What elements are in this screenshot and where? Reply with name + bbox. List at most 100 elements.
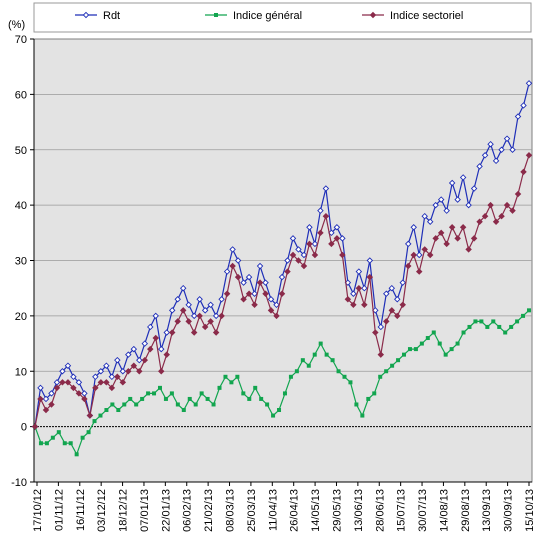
series-point	[114, 373, 121, 381]
x-tick-label: 30/09/13	[503, 489, 515, 532]
series-point	[467, 324, 472, 329]
series-point	[491, 319, 496, 324]
series-point	[212, 329, 220, 336]
series-point	[229, 380, 234, 385]
series-point	[256, 279, 264, 286]
series-point	[360, 413, 365, 418]
series-point	[481, 212, 489, 220]
series-point	[396, 358, 401, 363]
series-point	[199, 391, 204, 396]
series-point	[37, 384, 44, 392]
series-point	[503, 201, 511, 209]
series-point	[350, 301, 357, 309]
series-point	[103, 379, 110, 386]
y-tick-label: 40	[15, 200, 27, 212]
series-point	[448, 179, 456, 187]
series-point	[223, 374, 228, 379]
series-point	[333, 224, 341, 231]
series-point	[218, 296, 225, 303]
series-point	[247, 396, 252, 401]
legend	[33, 2, 532, 33]
y-axis-label: (%)	[8, 19, 25, 31]
series-point	[262, 279, 269, 286]
series-point	[443, 352, 448, 357]
series-point	[328, 240, 335, 248]
series-point	[300, 251, 308, 259]
series-point	[104, 408, 109, 413]
x-tick-label: 14/08/13	[438, 489, 450, 532]
series-point	[527, 308, 531, 313]
series-point	[407, 347, 412, 352]
series-point	[348, 380, 353, 385]
series-point	[207, 318, 214, 325]
series-point	[333, 235, 341, 242]
y-tick-label: 70	[15, 34, 27, 46]
series-point	[366, 273, 374, 281]
series-point	[277, 408, 282, 413]
series-point	[366, 396, 371, 401]
series-point	[437, 341, 442, 346]
series-point	[108, 373, 116, 381]
series-point	[175, 402, 180, 407]
series-point	[119, 368, 127, 375]
series-point	[147, 323, 154, 331]
series-point	[509, 207, 516, 214]
series-point	[289, 251, 297, 259]
series-point	[459, 174, 467, 181]
series-point	[64, 379, 72, 386]
y-tick-label: 30	[15, 256, 27, 268]
series-point	[350, 290, 357, 297]
series-point	[70, 373, 77, 381]
legend-label: Indice sectoriel	[390, 10, 463, 22]
series-point	[273, 301, 280, 309]
series-point	[461, 330, 466, 335]
series-point	[97, 368, 105, 375]
series-point	[37, 395, 44, 403]
x-tick-label: 22/01/13	[160, 489, 172, 532]
series-point	[284, 257, 291, 264]
series-point	[56, 430, 61, 435]
series-point	[330, 358, 335, 363]
series-point	[509, 146, 516, 153]
series-point	[497, 324, 502, 329]
series-point	[125, 351, 132, 358]
series-point	[454, 235, 461, 242]
series-point	[157, 385, 162, 390]
x-tick-label: 03/12/12	[96, 489, 108, 532]
series-point	[377, 323, 385, 331]
series-point	[70, 384, 77, 392]
series-point	[405, 240, 412, 248]
series-point	[415, 268, 423, 275]
series-point	[181, 408, 186, 413]
y-tick-label: 20	[15, 311, 27, 323]
series-point	[509, 324, 514, 329]
series-point	[413, 347, 418, 352]
series-point	[271, 413, 276, 418]
series-point	[437, 229, 445, 237]
series-point	[92, 419, 97, 424]
legend-item: Rdt	[75, 10, 120, 22]
series-point	[339, 251, 346, 259]
series-point	[278, 290, 286, 297]
series-point	[86, 412, 94, 419]
series-point	[92, 384, 99, 392]
series-point	[223, 290, 231, 297]
series-point	[300, 262, 308, 270]
series-point	[81, 395, 88, 403]
series-point	[485, 324, 490, 329]
series-point	[245, 290, 253, 297]
series-point	[514, 113, 522, 120]
series-point	[190, 329, 198, 336]
series-point	[152, 391, 157, 396]
series-point	[185, 301, 192, 309]
series-point	[212, 312, 220, 320]
series-point	[503, 135, 511, 142]
series-point	[437, 196, 445, 203]
series-point	[415, 251, 423, 259]
series-point	[525, 152, 533, 159]
x-tick-label: 08/03/13	[225, 489, 237, 532]
series-point	[410, 251, 417, 259]
series-point	[322, 185, 330, 192]
